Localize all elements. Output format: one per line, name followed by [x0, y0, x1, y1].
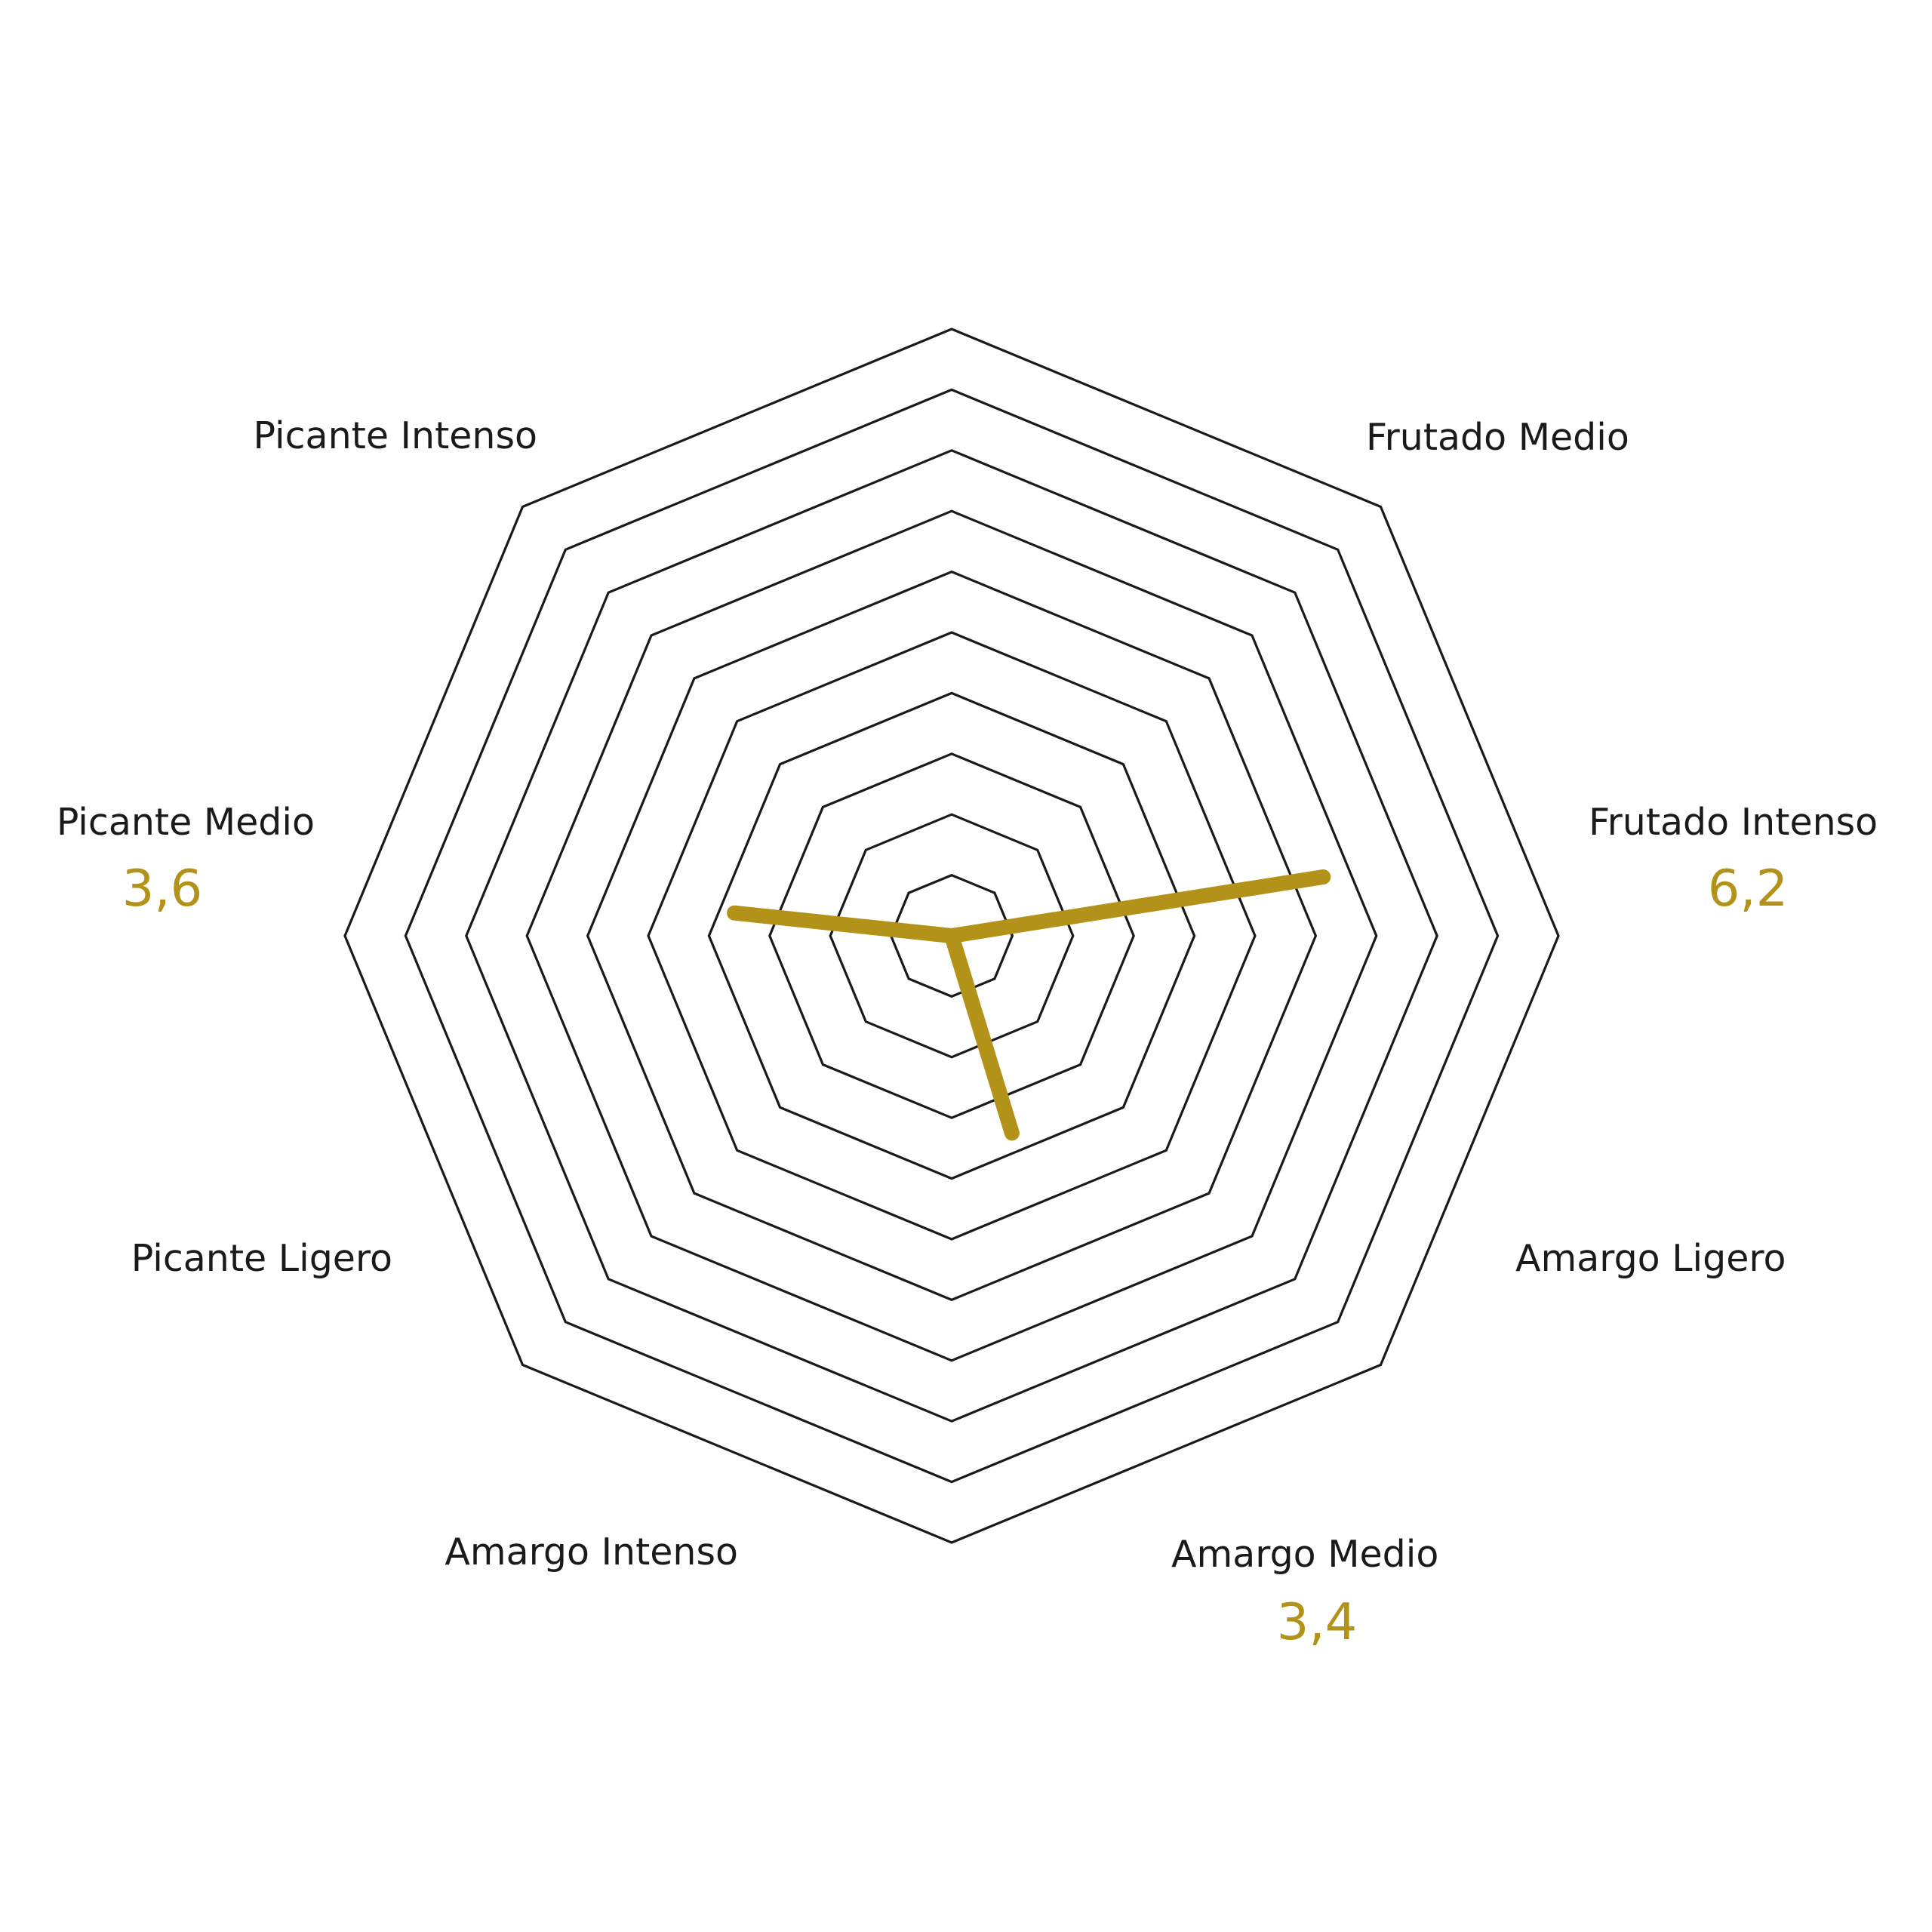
grid-ring-5: [647, 631, 1257, 1241]
grid-ring-3: [768, 752, 1135, 1119]
grid-ring-8: [465, 449, 1438, 1423]
value-label-frutado-intenso: 6,2: [1708, 859, 1789, 918]
axis-label-frutado-intenso: Frutado Intenso: [1589, 801, 1878, 844]
grid-ring-2: [829, 813, 1075, 1059]
data-spoke-picante-medio: [727, 905, 959, 943]
axis-label-picante-intenso: Picante Intenso: [254, 414, 537, 457]
data-series: [727, 869, 1331, 1141]
grid-ring-7: [525, 509, 1378, 1362]
data-spoke-amargo-medio: [944, 928, 1020, 1141]
value-label-amargo-medio: 3,4: [1277, 1592, 1358, 1651]
grid-ring-4: [707, 691, 1196, 1180]
axis-label-amargo-intenso: Amargo Intenso: [445, 1531, 738, 1574]
axis-label-picante-medio: Picante Medio: [57, 801, 315, 844]
grid-rings: [343, 328, 1560, 1544]
value-label-picante-medio: 3,6: [122, 859, 203, 918]
axis-labels: Frutado Medio Frutado Intenso Amargo Liger…: [57, 414, 1878, 1576]
axis-label-amargo-ligero: Amargo Ligero: [1515, 1237, 1786, 1280]
data-spoke-frutado-intenso: [944, 869, 1331, 943]
axis-label-picante-ligero: Picante Ligero: [131, 1237, 392, 1280]
axis-label-amargo-medio: Amargo Medio: [1171, 1533, 1438, 1576]
grid-ring-1: [889, 873, 1014, 998]
value-labels: 6,2 3,4 3,6: [122, 859, 1789, 1651]
axis-label-frutado-medio: Frutado Medio: [1366, 416, 1629, 459]
grid-ring-9: [404, 388, 1500, 1484]
grid-ring-6: [586, 570, 1318, 1302]
grid-ring-10: [343, 328, 1560, 1544]
